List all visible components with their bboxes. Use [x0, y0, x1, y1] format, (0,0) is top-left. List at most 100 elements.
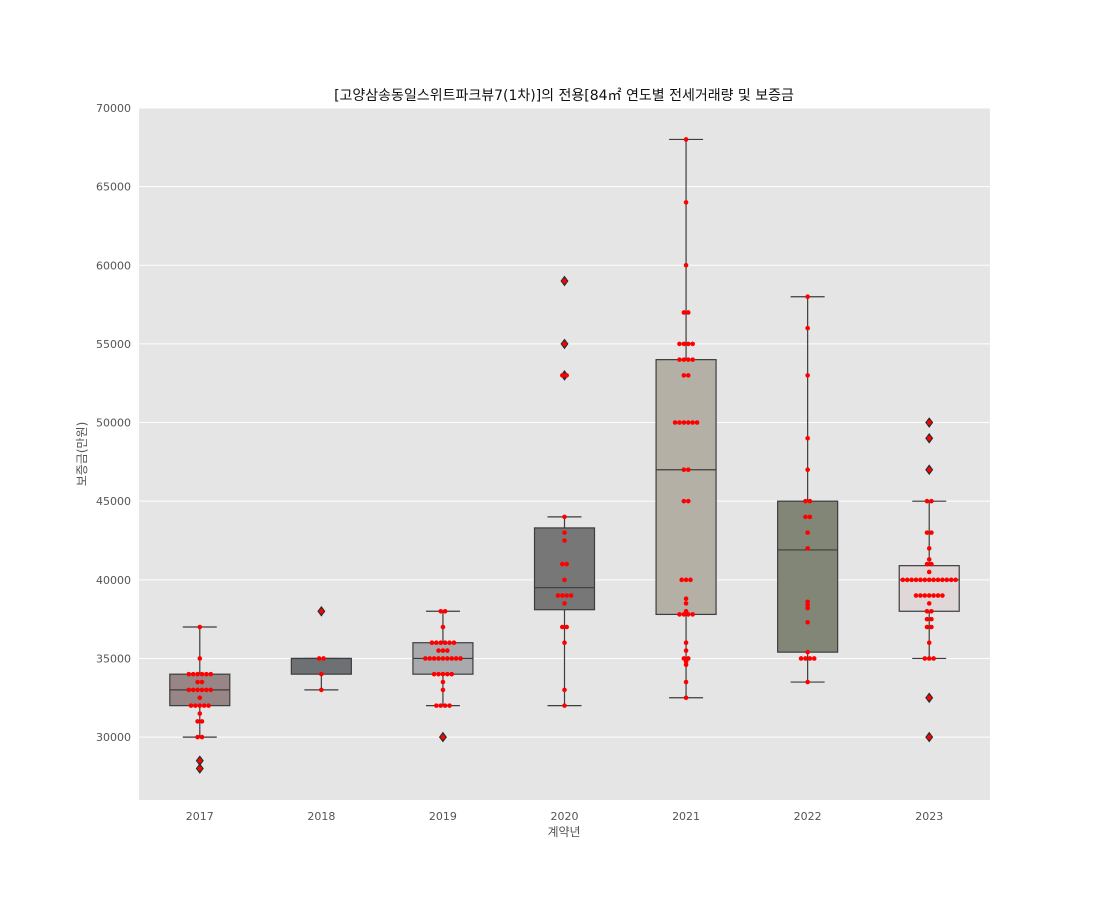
- x-axis-label: 계약년: [547, 824, 580, 839]
- swarm-point: [564, 624, 569, 630]
- swarm-point: [681, 656, 687, 661]
- swarm-point: [440, 624, 446, 630]
- swarm-point: [197, 758, 203, 763]
- swarm-point: [316, 656, 322, 661]
- swarm-point: [803, 514, 808, 520]
- x-tick-label: 2017: [186, 810, 214, 823]
- swarm-point: [186, 687, 192, 693]
- swarm-point: [688, 577, 693, 583]
- swarm-point: [685, 467, 691, 473]
- box-2022: [777, 294, 839, 685]
- swarm-point: [931, 593, 936, 598]
- swarm-point: [199, 671, 205, 677]
- boxes: [169, 137, 960, 774]
- swarm-point: [197, 711, 203, 716]
- swarm-point: [195, 719, 200, 724]
- swarm-point: [447, 703, 452, 708]
- swarm-point: [690, 341, 695, 347]
- swarm-point: [681, 498, 687, 504]
- swarm-point: [423, 656, 428, 661]
- swarm-point: [438, 703, 444, 708]
- swarm-point: [683, 601, 689, 606]
- swarm-point: [683, 200, 689, 205]
- x-tick-label: 2020: [551, 810, 579, 823]
- swarm-point: [805, 325, 810, 331]
- swarm-point: [562, 577, 567, 583]
- swarm-point: [568, 593, 574, 598]
- box-2021: [655, 137, 717, 701]
- box-iqr: [777, 500, 839, 653]
- x-tick-label: 2018: [307, 810, 335, 823]
- swarm-point: [199, 719, 205, 724]
- swarm-point: [555, 593, 561, 598]
- swarm-point: [805, 435, 810, 441]
- swarm-point: [195, 671, 200, 677]
- swarm-point: [805, 530, 810, 535]
- swarm-point: [436, 656, 441, 661]
- swarm-point: [683, 262, 689, 268]
- swarm-point: [926, 546, 932, 551]
- swarm-point: [926, 593, 932, 598]
- y-tick-label: 50000: [96, 417, 131, 430]
- swarm-point: [803, 498, 808, 504]
- box-2018: [290, 605, 352, 693]
- swarm-point: [805, 679, 810, 685]
- swarm-point: [319, 687, 324, 693]
- swarm-point: [193, 703, 198, 708]
- swarm-point: [935, 577, 941, 583]
- y-tick-label: 60000: [96, 259, 131, 272]
- swarm-point: [926, 577, 932, 583]
- swarm-point: [206, 703, 211, 708]
- box-2017: [169, 624, 231, 774]
- swarm-point: [449, 656, 455, 661]
- swarm-point: [922, 593, 928, 598]
- y-tick-label: 40000: [96, 574, 131, 587]
- swarm-point: [434, 703, 439, 708]
- swarm-point: [562, 341, 567, 347]
- swarm-point: [319, 671, 324, 677]
- swarm-point: [929, 561, 934, 567]
- swarm-point: [913, 593, 919, 598]
- swarm-point: [683, 137, 689, 142]
- swarm-point: [929, 624, 934, 630]
- swarm-point: [199, 687, 205, 693]
- box-2023: [898, 417, 960, 743]
- swarm-point: [319, 608, 324, 614]
- y-tick-label: 45000: [96, 495, 131, 508]
- swarm-point: [940, 577, 945, 583]
- swarm-point: [909, 577, 914, 583]
- swarm-point: [685, 656, 691, 661]
- swarm-point: [953, 577, 958, 583]
- swarm-point: [445, 671, 450, 677]
- swarm-point: [926, 656, 932, 661]
- swarm-point: [562, 514, 567, 520]
- swarm-point: [918, 593, 923, 598]
- swarm-point: [690, 612, 695, 617]
- swarm-point: [926, 695, 932, 701]
- y-tick-label: 65000: [96, 181, 131, 194]
- swarm-point: [434, 640, 439, 646]
- swarm-point: [807, 656, 813, 661]
- swarm-point: [438, 640, 444, 646]
- swarm-point: [197, 703, 203, 708]
- x-tick-label: 2023: [915, 810, 943, 823]
- swarm-point: [447, 640, 452, 646]
- swarm-point: [197, 695, 203, 701]
- swarm-point: [685, 373, 691, 378]
- swarm-point: [926, 435, 932, 441]
- swarm-point: [805, 467, 810, 473]
- swarm-point: [562, 703, 567, 708]
- swarm-point: [926, 734, 932, 740]
- y-tick-label: 35000: [96, 652, 131, 665]
- swarm-point: [440, 687, 446, 693]
- swarm-point: [924, 624, 930, 630]
- swarm-point: [805, 294, 810, 300]
- swarm-point: [931, 577, 936, 583]
- swarm-point: [562, 687, 567, 693]
- swarm-point: [935, 593, 941, 598]
- swarm-point: [926, 601, 932, 606]
- swarm-point: [564, 373, 569, 378]
- swarm-point: [427, 656, 433, 661]
- swarm-point: [922, 656, 928, 661]
- swarm-point: [451, 640, 457, 646]
